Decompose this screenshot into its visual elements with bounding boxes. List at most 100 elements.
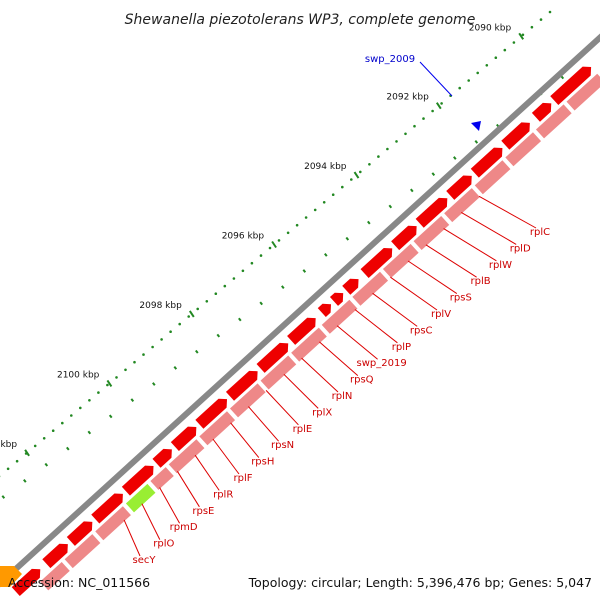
ruler-dot	[187, 315, 190, 318]
gene-label[interactable]: rplB	[471, 276, 491, 287]
reverse-gene[interactable]	[291, 327, 327, 362]
ruler-dot	[286, 231, 290, 235]
forward-gene[interactable]	[11, 565, 45, 597]
forward-gene[interactable]	[170, 423, 201, 452]
ruler-dot	[51, 429, 55, 433]
ruler-dot	[61, 421, 64, 425]
ruler-minor-tick	[281, 285, 285, 290]
gene-label[interactable]: secY	[133, 555, 157, 566]
reverse-gene[interactable]	[535, 104, 572, 139]
forward-gene[interactable]	[360, 244, 397, 279]
forward-gene[interactable]	[121, 462, 158, 496]
ruler-tick-label: 2098 kbp	[139, 301, 182, 311]
ruler-dot	[368, 163, 371, 166]
forward-gene[interactable]	[287, 314, 320, 345]
ruler-minor-tick	[87, 430, 92, 435]
forward-gene[interactable]	[446, 171, 476, 200]
forward-gene[interactable]	[225, 367, 262, 401]
gene-label[interactable]: rplD	[510, 243, 531, 254]
reverse-gene[interactable]	[95, 506, 131, 541]
ruler-minor-tick	[1, 495, 6, 499]
ruler-dot	[395, 140, 398, 143]
ruler-dots	[0, 10, 552, 478]
forward-gene[interactable]	[501, 118, 534, 150]
ruler-minor-tick	[560, 75, 565, 80]
reverse-gene[interactable]	[64, 534, 101, 569]
reverse-gene[interactable]	[229, 383, 266, 418]
gene-label-line	[443, 228, 497, 262]
gene-label[interactable]: rpsC	[410, 325, 433, 336]
reverse-gene[interactable]	[40, 561, 70, 591]
forward-gene[interactable]	[317, 300, 335, 318]
gene-label[interactable]: rplC	[530, 227, 550, 238]
gene-label-line	[425, 244, 477, 278]
reverse-gene[interactable]	[444, 188, 480, 223]
forward-gene[interactable]	[415, 194, 452, 228]
gene-label[interactable]: rplP	[392, 342, 411, 353]
ruler-dot	[295, 223, 299, 227]
forward-gene[interactable]	[91, 489, 127, 524]
gene-label[interactable]: rpsH	[251, 457, 274, 468]
forward-gene[interactable]	[531, 99, 555, 122]
marker-leader-line	[419, 61, 453, 97]
gene-label[interactable]: rplW	[489, 260, 512, 271]
ruler-major-tick	[353, 171, 360, 179]
gene-label[interactable]: rpsS	[450, 293, 472, 304]
gene-label[interactable]: rplN	[332, 391, 353, 402]
reverse-gene[interactable]	[352, 271, 389, 306]
ruler-major-tick	[106, 379, 113, 387]
ruler-tick-label: 2090 kbp	[469, 23, 512, 33]
reverse-gene[interactable]	[474, 160, 511, 195]
reverse-gene[interactable]	[321, 299, 358, 334]
ruler-dot	[42, 437, 46, 440]
gene-label-line	[407, 260, 458, 295]
reverse-gene[interactable]	[168, 439, 205, 474]
forward-gene[interactable]	[256, 339, 293, 373]
gene-label-line	[141, 503, 161, 540]
ruler-dot	[404, 132, 407, 136]
gene-label[interactable]: rpsE	[192, 506, 214, 517]
reverse-gene[interactable]	[413, 215, 450, 251]
swp-2009-marker[interactable]: swp_2009	[365, 54, 481, 131]
gene-label[interactable]: rplV	[431, 309, 451, 320]
ruler-minor-tick	[410, 188, 414, 193]
gene-label[interactable]: swp_2019	[357, 358, 407, 369]
highlighted-gene[interactable]	[125, 483, 156, 513]
forward-gene[interactable]	[391, 222, 421, 251]
gene-label[interactable]: rpsQ	[350, 375, 374, 386]
ruler-dot	[124, 368, 127, 372]
gene-label-line	[176, 471, 200, 508]
ruler-dot	[250, 261, 254, 265]
gene-label-line	[159, 487, 181, 524]
gene-label[interactable]: rpsN	[271, 440, 294, 451]
ruler-dot	[331, 193, 335, 196]
forward-gene[interactable]	[550, 63, 595, 105]
genome-backbone	[0, 33, 600, 588]
gene-label[interactable]: rpmD	[170, 522, 198, 533]
forward-gene[interactable]	[342, 275, 362, 295]
gene-label[interactable]: rplR	[213, 489, 233, 500]
reverse-gene[interactable]	[260, 355, 297, 390]
reverse-gene[interactable]	[505, 132, 542, 167]
forward-gene[interactable]	[42, 540, 72, 569]
gene-label[interactable]: rplE	[293, 424, 313, 435]
ruler-minor-tick	[66, 446, 70, 451]
ruler-minor-tick	[367, 220, 371, 225]
reverse-gene[interactable]	[199, 411, 236, 446]
forward-gene[interactable]	[152, 445, 175, 468]
reverse-gene[interactable]	[382, 243, 419, 278]
gene-label[interactable]: rplF	[234, 473, 253, 484]
ruler-minor-tick	[453, 156, 457, 160]
ruler-dot	[268, 246, 272, 250]
forward-gene[interactable]	[195, 395, 231, 429]
forward-gene[interactable]	[66, 517, 97, 546]
ruler-minor-tick	[388, 204, 393, 209]
gene-label[interactable]: rplX	[312, 407, 332, 418]
reverse-gene[interactable]	[566, 73, 600, 111]
gene-label[interactable]: rplO	[153, 539, 174, 550]
forward-gene[interactable]	[470, 144, 507, 178]
gene-label-lines	[123, 195, 537, 557]
forward-gene[interactable]	[329, 289, 347, 306]
marker-label: swp_2009	[365, 54, 415, 65]
reverse-gene[interactable]	[150, 467, 174, 490]
